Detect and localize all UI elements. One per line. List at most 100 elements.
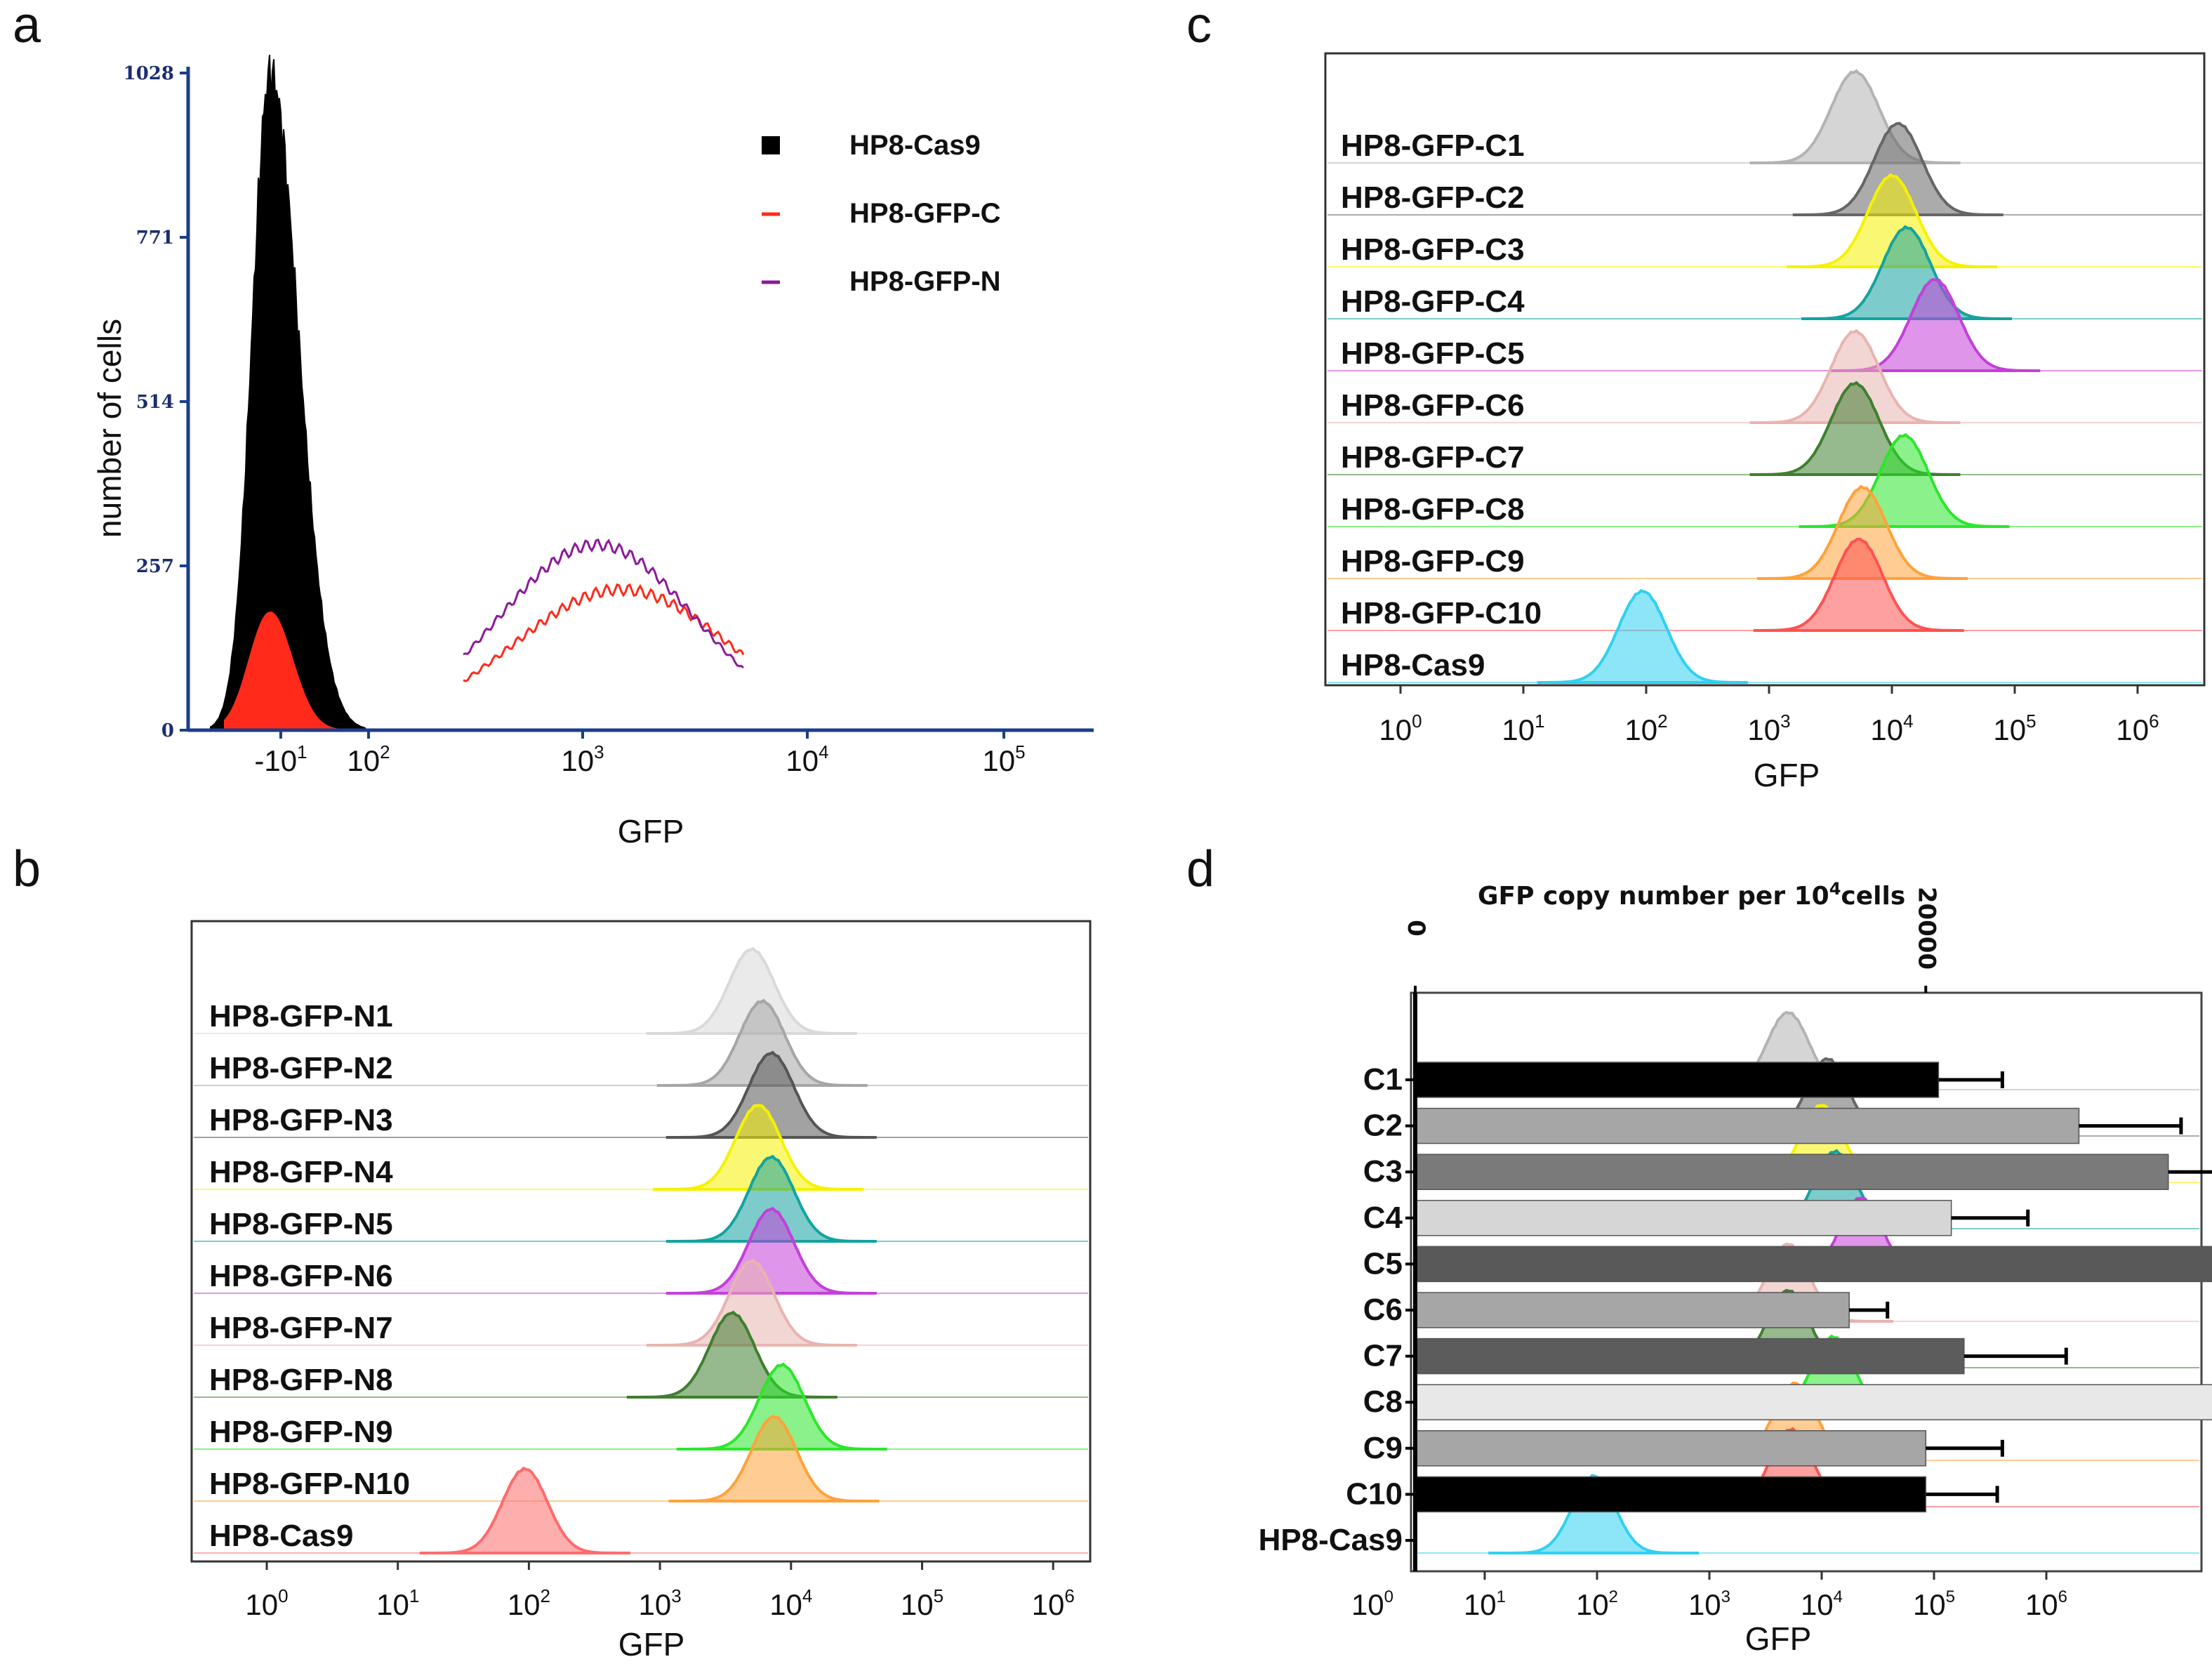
panel-b-track-label: HP8-GFP-N9	[209, 1415, 393, 1449]
panel-d-bar	[1415, 1476, 1927, 1513]
panel-c-track-histogram	[1792, 121, 2004, 216]
panel-a-x-label: GFP	[618, 813, 684, 850]
panel-d-bar	[1415, 1154, 2169, 1190]
panel-a-y-label: number of cells	[91, 319, 128, 538]
panel-a-histogram-cas9	[210, 55, 366, 731]
panel-a-x-tick-label: 105	[982, 741, 1025, 777]
panel-d-x-tick-label: 106	[2025, 1587, 2067, 1621]
panel-c-x-tick-label: 101	[1502, 711, 1544, 746]
panel-d-bar	[1415, 1430, 1927, 1467]
panel-b-track-label: HP8-Cas9	[209, 1519, 353, 1553]
panel-c-track-label: HP8-GFP-C5	[1341, 336, 1525, 371]
panel-label-b: b	[13, 841, 41, 897]
panel-b-track-histogram	[656, 998, 868, 1087]
legend-label: HP8-Cas9	[849, 130, 981, 161]
panel-d-category-label: C2	[1363, 1109, 1403, 1143]
panel-b-x-label: GFP	[618, 1626, 685, 1663]
panel-c-track-histogram	[1749, 329, 1961, 424]
panel-d-x-tick-label: 101	[1464, 1587, 1506, 1621]
panel-c-track-label: HP8-GFP-C4	[1341, 284, 1525, 319]
panel-d-category-label: C9	[1363, 1431, 1403, 1465]
panel-c-chart: HP8-GFP-C1 HP8-GFP-C2 HP8-GFP-C3 HP8-GFP-C4…	[1324, 52, 2206, 793]
panel-d-bar	[1415, 1107, 2080, 1144]
panel-c-track-histogram	[1757, 484, 1968, 580]
panel-c-track-histogram	[1749, 69, 1961, 164]
panel-d-x-tick-label: 100	[1351, 1587, 1393, 1621]
panel-b-track-label: HP8-GFP-N2	[209, 1051, 393, 1085]
panel-c-track-label: HP8-GFP-C8	[1341, 492, 1525, 527]
panel-d-category-label: C4	[1363, 1201, 1403, 1235]
panel-a-x-tick-label: -101	[254, 741, 307, 777]
panel-a-y-tick-label: 514	[136, 392, 174, 413]
panel-c-track-label: HP8-Cas9	[1341, 648, 1485, 682]
panel-d-category-label: C5	[1363, 1246, 1403, 1281]
panel-c-track-label: HP8-GFP-C3	[1341, 232, 1525, 267]
panel-d-title-tail: cells	[1841, 882, 1905, 911]
panel-c-track-histogram	[1801, 225, 2012, 320]
panel-d-category-label: C1	[1363, 1062, 1403, 1097]
panel-b-track-label: HP8-GFP-N7	[209, 1311, 393, 1345]
panel-c-x-tick-label: 106	[2116, 711, 2159, 746]
panel-a-y-tick-label: 0	[161, 720, 174, 741]
panel-b-track-label: HP8-GFP-N6	[209, 1259, 393, 1293]
panel-b-track-label: HP8-GFP-N1	[209, 999, 393, 1033]
panel-c-x-tick-label: 102	[1624, 711, 1667, 746]
panel-a-histogram-hp8-gfp-c	[463, 583, 745, 682]
panel-label-c: c	[1186, 0, 1212, 53]
panel-b-track-histogram	[646, 1258, 857, 1347]
panel-b-track-histogram	[419, 1466, 630, 1554]
panel-c-x-label: GFP	[1754, 757, 1820, 793]
legend-swatch-cas9	[762, 136, 780, 154]
panel-b-track-label: HP8-GFP-N10	[209, 1467, 410, 1501]
panel-c-track-histogram	[1787, 173, 1997, 268]
panel-c-x-tick-label: 103	[1747, 711, 1790, 746]
panel-c-x-tick-label: 100	[1379, 711, 1422, 746]
panel-d-bar	[1415, 1246, 2212, 1283]
legend-label: HP8-GFP-C	[849, 198, 1001, 229]
panel-d-bar	[1415, 1062, 1940, 1098]
panel-b-x-tick-label: 103	[639, 1585, 682, 1621]
panel-b-track-histogram	[665, 1154, 877, 1243]
panel-d-bar	[1415, 1200, 1952, 1236]
panel-b-track-histogram	[646, 946, 857, 1035]
panel-d-top-tick-label: 0	[1402, 920, 1430, 937]
panel-c-track-label: HP8-GFP-C9	[1341, 544, 1525, 579]
panel-c-track-histogram	[1799, 432, 2010, 528]
panel-label-d: d	[1186, 841, 1214, 897]
panel-c-x-tick-label: 104	[1870, 711, 1913, 746]
panel-a-y-tick-label: 771	[136, 227, 174, 249]
panel-b-track-histogram	[665, 1206, 877, 1295]
panel-d-x-label: GFP	[1745, 1620, 1812, 1657]
panel-c-x-tick-label: 105	[1993, 711, 2036, 746]
panel-a-x-tick-label: 103	[561, 741, 604, 777]
panel-a-x-tick-label: 104	[786, 741, 828, 777]
panel-d-bar	[1415, 1292, 1850, 1328]
panel-d-category-label: C3	[1363, 1154, 1403, 1189]
panel-c-track-label: HP8-GFP-C7	[1341, 440, 1525, 475]
panel-d-overlay-track-histogram	[1488, 1474, 1700, 1554]
panel-b-track-label: HP8-GFP-N5	[209, 1207, 393, 1241]
panel-c-track-label: HP8-GFP-C1	[1341, 128, 1525, 163]
panel-b-chart: HP8-GFP-N1 HP8-GFP-N2 HP8-GFP-N3 HP8-GFP-N4…	[190, 920, 1092, 1663]
panel-b-track-histogram	[653, 1104, 864, 1191]
panel-b-track-histogram	[665, 1050, 877, 1139]
panel-d-top-tick-label: 20000	[1912, 887, 1940, 970]
panel-b-x-tick-label: 100	[245, 1585, 288, 1621]
panel-b-x-tick-label: 104	[769, 1585, 812, 1621]
panel-a-histogram-hp8-gfp-n	[463, 538, 744, 669]
panel-d-category-label: HP8-Cas9	[1259, 1523, 1403, 1557]
panel-b-track-histogram	[676, 1362, 887, 1451]
panel-c-track-label: HP8-GFP-C10	[1341, 596, 1542, 630]
panel-c-track-histogram	[1753, 537, 1964, 632]
panel-d-title-main: GFP copy number per 10	[1478, 882, 1829, 911]
panel-b-x-tick-label: 106	[1032, 1585, 1075, 1621]
panel-d-bar	[1415, 1384, 2212, 1420]
panel-a-chart: 0 257 514 771 1028 -101 102 103 104 105 number o…	[91, 55, 1094, 850]
panel-b-track-histogram	[668, 1414, 880, 1502]
panel-a-x-tick-label: 102	[347, 741, 390, 777]
panel-c-track-histogram	[1537, 589, 1748, 684]
panel-d-title: GFP copy number per 104cells	[1478, 879, 1905, 911]
panel-b-x-tick-label: 102	[508, 1585, 550, 1621]
panel-c-track-label: HP8-GFP-C2	[1341, 180, 1525, 215]
